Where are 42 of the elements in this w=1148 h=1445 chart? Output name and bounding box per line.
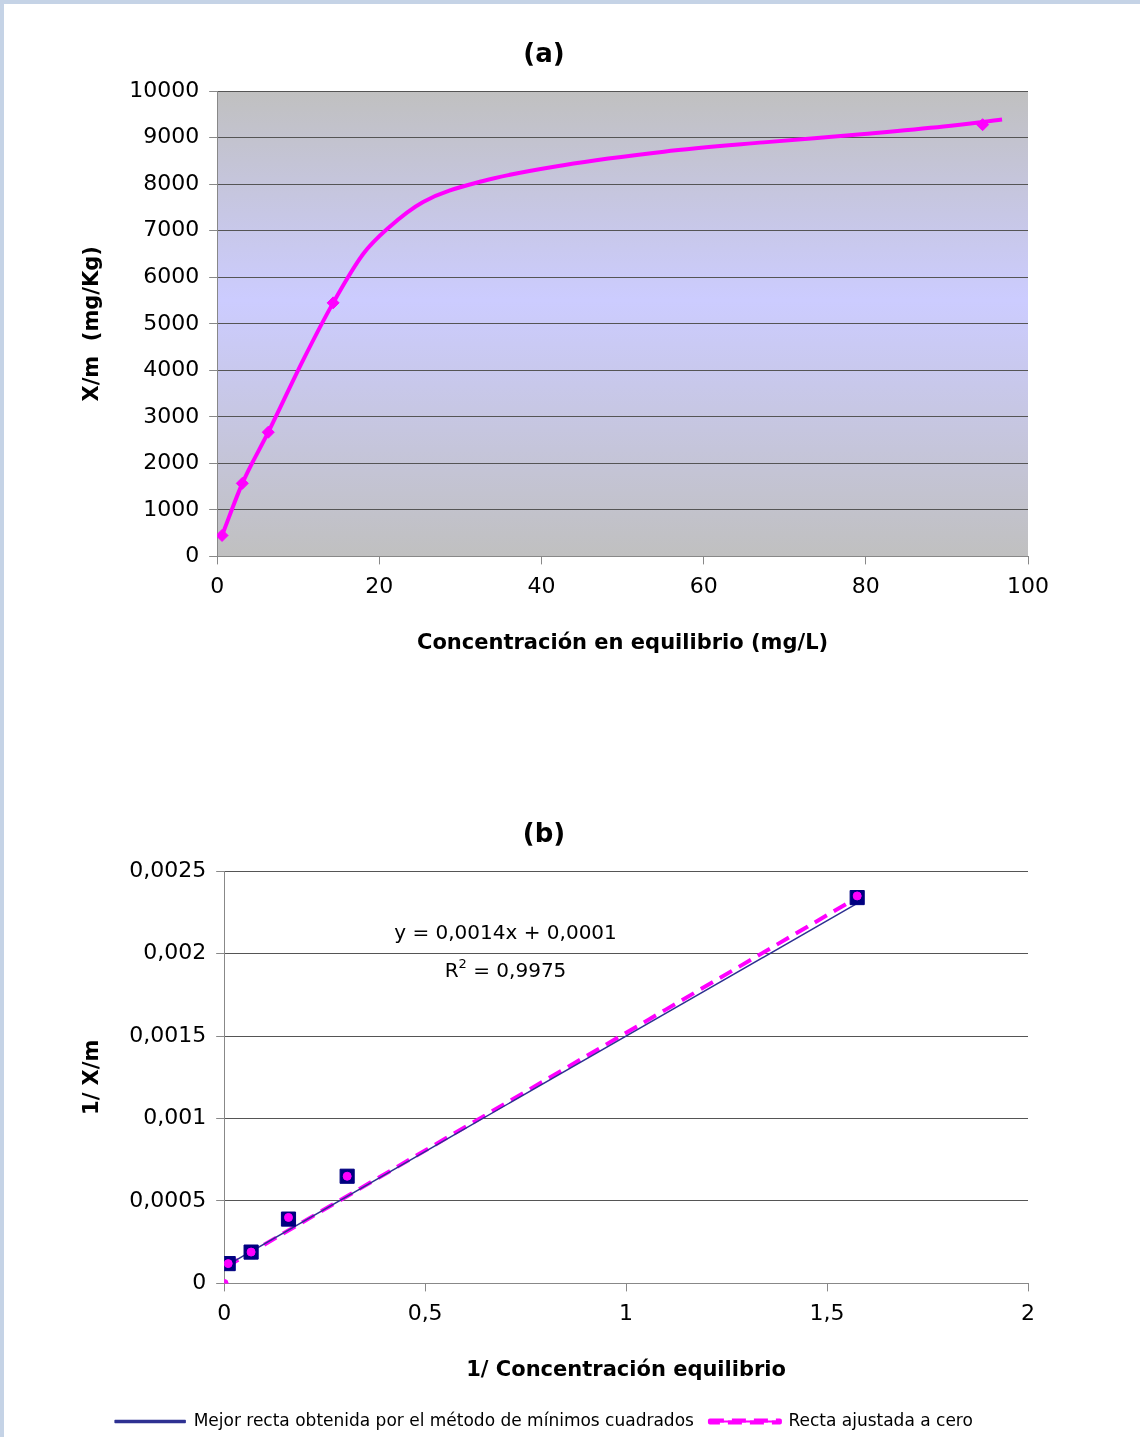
y-tick-label: 8000	[143, 169, 200, 195]
y-tick-label: 9000	[143, 123, 200, 149]
x-tick-label: 0	[210, 573, 225, 599]
legend-label: Mejor recta obtenida por el método de mínimos cuadrados	[193, 1409, 695, 1430]
x-tick-label: 100	[1007, 573, 1049, 599]
x-axis-title: 1/ Concentración equilibrio	[466, 1356, 786, 1381]
y-tick-label: 0,001	[143, 1104, 207, 1130]
x-tick-label: 20	[365, 573, 394, 599]
y-axis-title: 1/ X/m	[79, 1039, 104, 1115]
y-tick-label: 2000	[143, 449, 200, 475]
x-tick-label: 2	[1021, 1300, 1035, 1326]
chart-title: (a)	[523, 38, 565, 69]
x-tick-label: 80	[851, 573, 880, 599]
legend-label: Recta ajustada a cero	[788, 1409, 973, 1430]
y-tick-label: 6000	[143, 263, 200, 288]
y-tick-label: 0	[192, 1269, 207, 1295]
point	[261, 425, 275, 439]
x-tick-label: 1	[619, 1300, 634, 1326]
annotation: y = 0,0014x + 0,0001	[394, 920, 617, 945]
point	[217, 528, 229, 542]
x-tick-label: 0	[217, 1300, 232, 1326]
y-tick-label: 1000	[143, 495, 200, 521]
y-tick-label: 10000	[129, 76, 200, 102]
y-tick-label: 0	[185, 542, 200, 568]
y-tick-label: 3000	[143, 402, 200, 428]
point	[326, 296, 340, 310]
y-tick-label: 5000	[143, 309, 200, 335]
x-tick-label: 60	[689, 573, 718, 599]
point	[976, 118, 990, 132]
x-tick-label: 0,5	[407, 1300, 443, 1326]
y-tick-label: 0,0005	[129, 1186, 207, 1212]
x-axis-title: Concentración en equilibrio (mg/L)	[417, 629, 829, 654]
chart-title: (b)	[522, 818, 566, 849]
x-tick-label: 1,5	[809, 1300, 845, 1326]
x-tick-label: 40	[527, 573, 556, 599]
y-tick-label: 4000	[143, 356, 200, 382]
point	[235, 476, 249, 490]
y-tick-label: 0,0025	[129, 856, 207, 882]
y-tick-label: 7000	[143, 216, 200, 242]
y-tick-label: 0,002	[143, 939, 207, 965]
y-axis-title: X/m (mg/Kg)	[79, 246, 104, 402]
y-tick-label: 0,0015	[129, 1021, 207, 1047]
